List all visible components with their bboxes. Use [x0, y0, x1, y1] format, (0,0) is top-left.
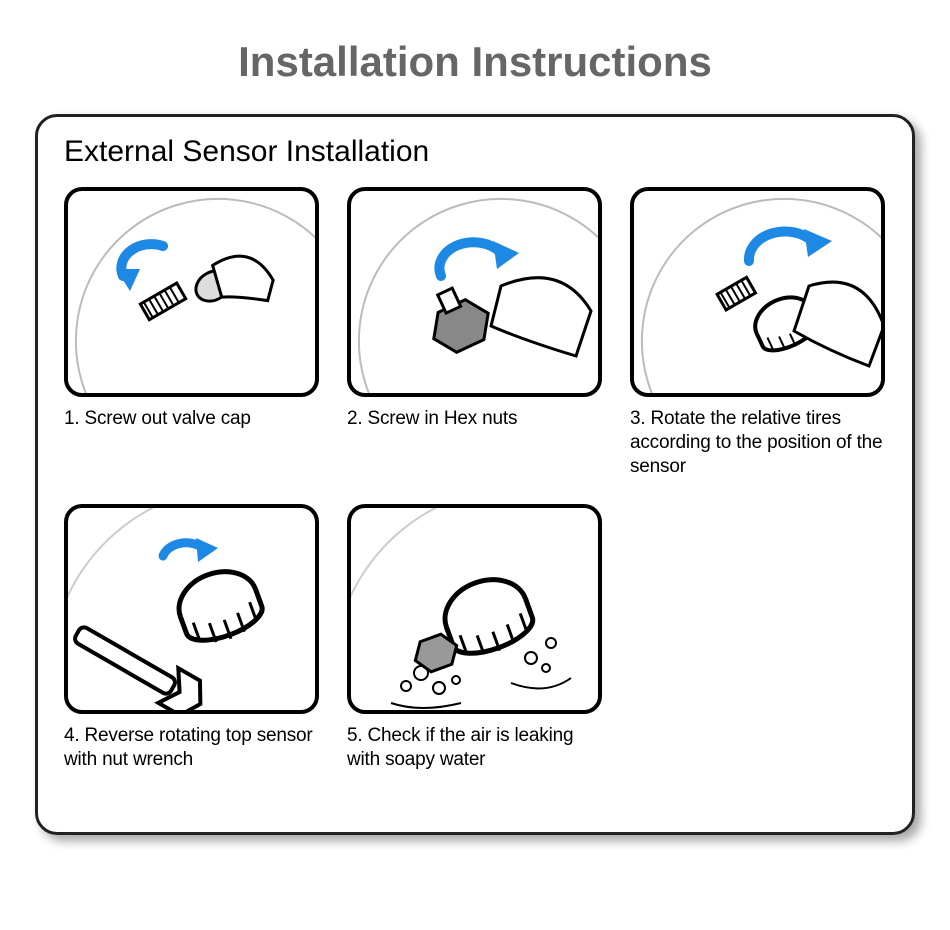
step-3: 3. Rotate the relative tires according t… [630, 187, 885, 478]
step-4-caption: 4. Reverse rotating top sensor with nut … [64, 724, 319, 772]
step-1-illustration [64, 187, 319, 397]
step-1-caption: 1. Screw out valve cap [64, 407, 319, 431]
step-5-illustration [347, 504, 602, 714]
page-title: Installation Instructions [30, 38, 920, 86]
step-2-caption: 2. Screw in Hex nuts [347, 407, 602, 431]
step-3-caption: 3. Rotate the relative tires according t… [630, 407, 885, 478]
step-4: 4. Reverse rotating top sensor with nut … [64, 504, 319, 772]
step-1: 1. Screw out valve cap [64, 187, 319, 478]
step-5: 5. Check if the air is leaking with soap… [347, 504, 602, 772]
step-2: 2. Screw in Hex nuts [347, 187, 602, 478]
step-4-illustration [64, 504, 319, 714]
step-5-caption: 5. Check if the air is leaking with soap… [347, 724, 602, 772]
step-2-illustration [347, 187, 602, 397]
instruction-panel: External Sensor Installation [35, 114, 915, 835]
panel-subtitle: External Sensor Installation [64, 135, 886, 169]
steps-grid: 1. Screw out valve cap [64, 187, 886, 772]
step-3-illustration [630, 187, 885, 397]
